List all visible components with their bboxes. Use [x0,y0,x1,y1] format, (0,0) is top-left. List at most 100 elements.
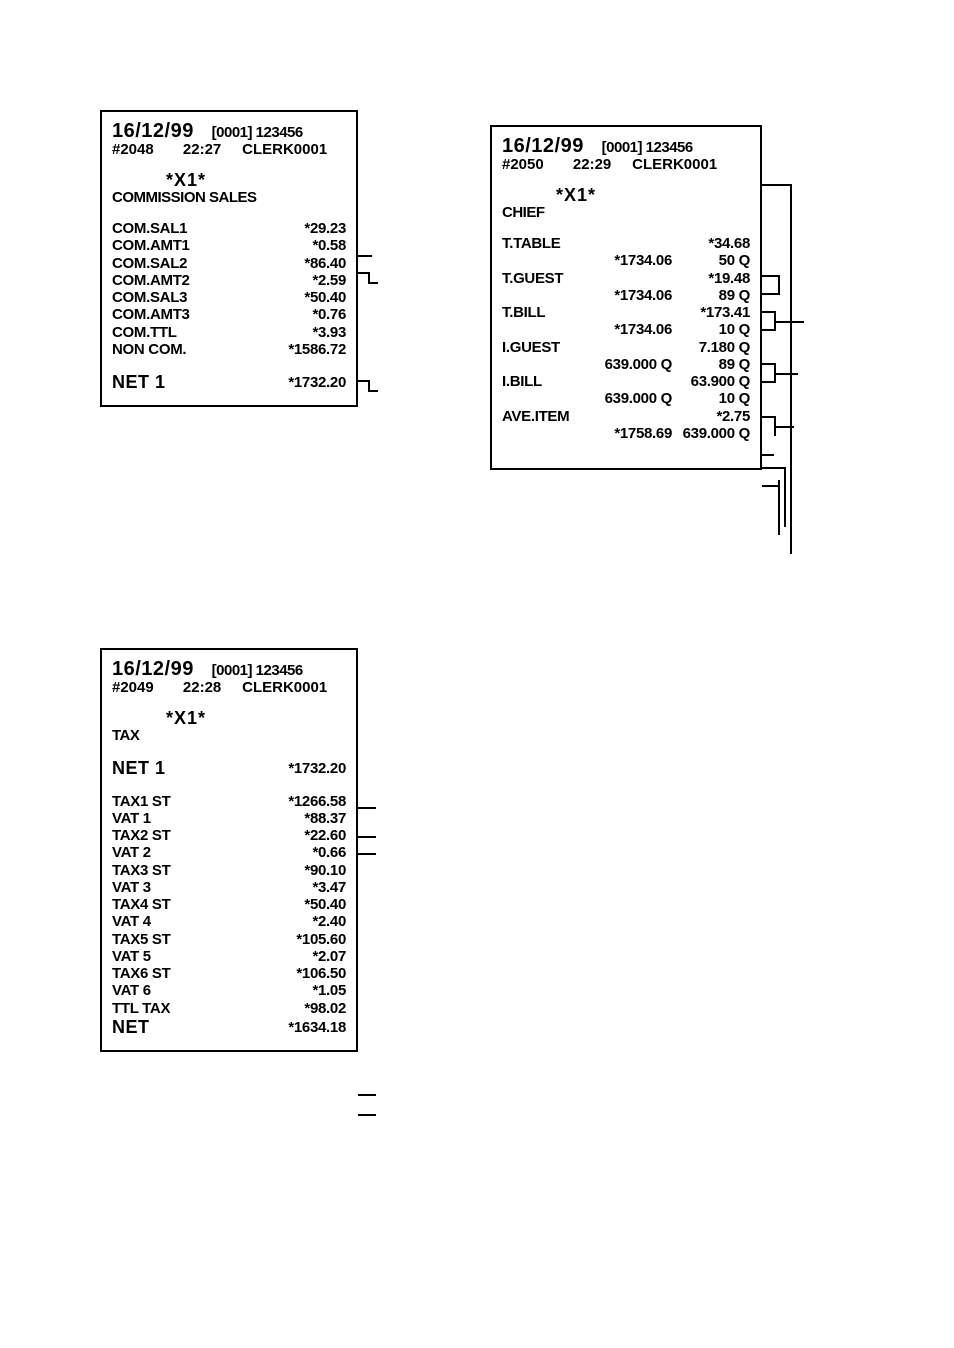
header-row-2: #2049 22:28 CLERK0001 [112,679,346,696]
line-value: *2.59 [312,272,346,289]
callout-tick [762,454,774,456]
line-item: VAT 6*1.05 [112,982,346,999]
callout-tick [358,853,376,855]
callout-tick [778,275,780,295]
line-value: *173.41 [680,304,750,321]
line-value: *50.40 [304,896,346,913]
header-time: 22:27 [183,141,221,158]
line-item: COM.AMT1*0.58 [112,237,346,254]
line-label: VAT 5 [112,948,151,965]
callout-tick [774,321,804,323]
net1-row: NET 1 *1732.20 [112,758,346,779]
line-value: *0.58 [312,237,346,254]
line-label: COM.TTL [112,324,177,341]
line-item: TAX1 ST*1266.58 [112,793,346,810]
header-id: [0001] 123456 [212,662,303,679]
line-mid [574,373,680,390]
line-value: *1586.72 [288,341,346,358]
line-value: 10 Q [680,390,750,407]
line-item: COM.SAL3*50.40 [112,289,346,306]
line-value: *90.10 [304,862,346,879]
callout-tick [774,373,798,375]
line-item: TAX3 ST *90.10 [112,862,346,879]
receipt-tax: 16/12/99 [0001] 123456 #2049 22:28 CLERK… [100,648,358,1052]
line-item: COM.SAL2*86.40 [112,255,346,272]
callout-tick [762,485,778,487]
line-value: *105.60 [296,931,346,948]
line-mid [574,339,680,356]
line-value: *88.37 [304,810,346,827]
line-label: VAT 2 [112,844,151,861]
line-label: TAX1 ST [112,793,170,810]
header-date: 16/12/99 [112,120,194,143]
line-value: 89 Q [680,287,750,304]
line-value: 639.000 Q [680,425,750,442]
callout-tick [358,380,368,382]
line-mid: *1734.06 [574,321,680,338]
callout-tick [368,272,370,282]
line-label: T.GUEST [502,270,574,287]
net1-value: *1732.20 [288,758,346,779]
receipt-commission-sales: 16/12/99 [0001] 123456 #2048 22:27 CLERK… [100,110,358,407]
line-value: *50.40 [304,289,346,306]
report-title: CHIEF [502,204,750,221]
line-value: *0.76 [312,306,346,323]
line-label [502,390,574,407]
report-mode: *X1* [502,185,750,206]
line-value: *3.47 [312,879,346,896]
header-id: [0001] 123456 [602,139,693,156]
header-number: #2050 [502,156,544,173]
callout-tick [762,311,774,313]
line-label: VAT 6 [112,982,151,999]
callout-tick [358,272,368,274]
line-label: T.BILL [502,304,574,321]
line-item: *1734.0689 Q [502,287,750,304]
callout-tick [358,1094,376,1096]
line-value: *98.02 [304,1000,346,1017]
line-item: VAT 5*2.07 [112,948,346,965]
report-title: COMMISSION SALES [112,189,346,206]
line-item: T.GUEST*19.48 [502,270,750,287]
line-mid [574,270,680,287]
callout-tick [774,426,794,428]
header-row-1: 16/12/99 [0001] 123456 [502,135,750,158]
line-label: TAX6 ST [112,965,170,982]
line-item: TTL TAX*98.02 [112,1000,346,1017]
line-label: TAX4 ST [112,896,170,913]
line-item: VAT 2 *0.66 [112,844,346,861]
header-row-2: #2048 22:27 CLERK0001 [112,141,346,158]
line-item: *1758.69639.000 Q [502,425,750,442]
line-label: TAX3 ST [112,862,170,879]
line-mid [574,304,680,321]
line-value: 63.900 Q [680,373,750,390]
callout-tick [368,390,378,392]
line-label: AVE.ITEM [502,408,574,425]
callout-tick [358,1114,376,1116]
receipt-chief: 16/12/99 [0001] 123456 #2050 22:29 CLERK… [490,125,762,470]
line-value: *0.66 [312,844,346,861]
line-label: COM.SAL1 [112,220,187,237]
line-value: *3.93 [312,324,346,341]
line-value: *2.75 [680,408,750,425]
line-item: T.BILL *173.41 [502,304,750,321]
callout-tick [358,836,376,838]
line-label: VAT 4 [112,913,151,930]
line-item: TAX4 ST *50.40 [112,896,346,913]
callout-tick [762,363,774,365]
line-label [502,287,574,304]
report-mode: *X1* [112,170,346,191]
line-value: 7.180 Q [680,339,750,356]
callout-tick [762,293,778,295]
callout-tick [762,329,774,331]
line-item: 639.000 Q89 Q [502,356,750,373]
net-row: NET *1634.18 [112,1017,346,1038]
callout-bracket [790,184,792,554]
line-label: COM.AMT2 [112,272,190,289]
line-value: 50 Q [680,252,750,269]
header-date: 16/12/99 [502,135,584,158]
line-item: TAX2 ST*22.60 [112,827,346,844]
header-row-1: 16/12/99 [0001] 123456 [112,658,346,681]
report-mode: *X1* [112,708,346,729]
header-clerk: CLERK0001 [242,141,327,158]
header-time: 22:28 [183,679,221,696]
